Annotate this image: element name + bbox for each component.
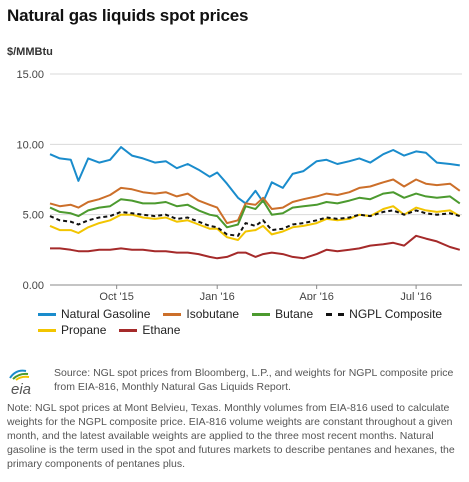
source-note: Source: NGL spot prices from Bloomberg, … <box>54 367 454 393</box>
legend-label: Natural Gasoline <box>61 307 151 321</box>
legend-row-1: Natural Gasoline Isobutane Butane NGPL C… <box>38 306 458 322</box>
footnote: Note: NGL spot prices at Mont Belvieu, T… <box>7 402 455 470</box>
legend-label: NGPL Composite <box>349 307 443 321</box>
legend-item-isobutane: Isobutane <box>163 307 239 321</box>
legend-label: Ethane <box>142 323 181 337</box>
series-line-isobutane <box>49 178 461 225</box>
y-axis-tick-labels: 0.00 5.00 10.00 15.00 <box>16 69 44 292</box>
eia-logo: eia <box>9 369 31 398</box>
y-axis-unit-label: $/MMBtu <box>7 46 53 58</box>
legend-swatch <box>326 312 345 316</box>
legend-swatch <box>163 312 182 316</box>
legend-row-2: Propane Ethane <box>38 322 458 338</box>
y-tick-label: 0.00 <box>23 280 44 292</box>
y-tick-label: 10.00 <box>16 139 44 151</box>
chart-legend: Natural Gasoline Isobutane Butane NGPL C… <box>38 306 458 338</box>
x-axis-ticks: Oct '15 Jan '16 Apr '16 Jul '16 <box>99 285 432 300</box>
grid-lines <box>50 73 462 286</box>
series-line-butane <box>49 191 461 229</box>
legend-item-natural-gasoline: Natural Gasoline <box>38 307 150 321</box>
x-tick-label: Oct '15 <box>99 291 134 300</box>
x-tick-label: Jul '16 <box>400 291 431 300</box>
legend-item-propane: Propane <box>38 323 106 337</box>
legend-item-ethane: Ethane <box>119 323 180 337</box>
eia-logo-text: eia <box>11 381 31 398</box>
series-line-propane <box>49 205 461 241</box>
legend-swatch <box>38 312 56 316</box>
legend-swatch <box>119 328 138 332</box>
series-line-natural-gasoline <box>49 146 460 205</box>
legend-label: Butane <box>275 307 314 321</box>
x-tick-label: Apr '16 <box>299 291 334 300</box>
legend-swatch <box>252 312 271 316</box>
y-tick-label: 5.00 <box>23 210 44 222</box>
legend-item-butane: Butane <box>252 307 313 321</box>
legend-label: Propane <box>61 323 107 337</box>
legend-label: Isobutane <box>186 307 240 321</box>
legend-item-ngpl-composite: NGPL Composite <box>326 307 442 321</box>
y-tick-label: 15.00 <box>16 69 44 81</box>
series-line-ethane <box>50 234 461 260</box>
chart-title: Natural gas liquids spot prices <box>7 6 249 25</box>
x-tick-label: Jan '16 <box>200 291 235 300</box>
line-chart: 0.00 5.00 10.00 15.00 Oct '15 Jan '16 Apr '16… <box>16 69 462 300</box>
legend-swatch <box>38 328 56 332</box>
series-lines <box>49 146 461 260</box>
